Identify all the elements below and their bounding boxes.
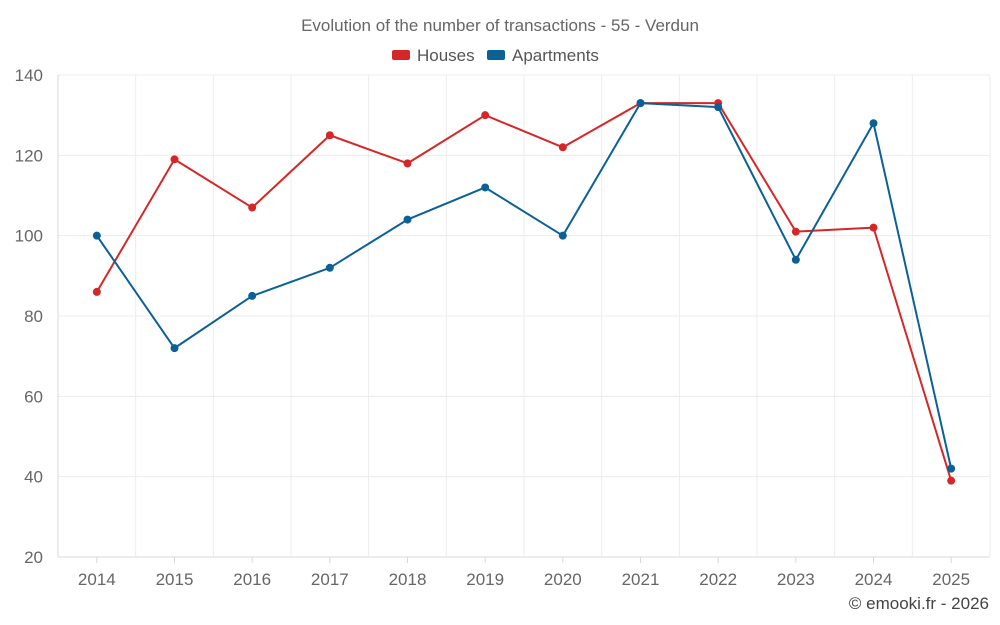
x-tick-label: 2018 bbox=[389, 570, 427, 589]
data-point-houses[interactable] bbox=[248, 203, 257, 212]
data-point-apartments[interactable] bbox=[481, 183, 490, 192]
y-tick-label: 100 bbox=[15, 227, 43, 246]
legend-item-apartments[interactable]: Apartments bbox=[487, 46, 599, 65]
series-apartments bbox=[92, 99, 956, 473]
data-point-apartments[interactable] bbox=[403, 215, 412, 224]
y-tick-label: 20 bbox=[24, 548, 43, 567]
data-point-houses[interactable] bbox=[325, 131, 334, 140]
legend-swatch-houses bbox=[392, 50, 410, 60]
y-tick-label: 120 bbox=[15, 146, 43, 165]
data-point-houses[interactable] bbox=[947, 476, 956, 485]
y-tick-label: 80 bbox=[24, 307, 43, 326]
data-point-apartments[interactable] bbox=[714, 103, 723, 112]
credit-text: © emooki.fr - 2026 bbox=[849, 594, 989, 613]
x-tick-label: 2024 bbox=[855, 570, 893, 589]
data-point-apartments[interactable] bbox=[636, 99, 645, 108]
data-point-apartments[interactable] bbox=[791, 255, 800, 264]
legend-label-houses: Houses bbox=[417, 46, 475, 65]
y-tick-label: 60 bbox=[24, 387, 43, 406]
data-point-apartments[interactable] bbox=[947, 464, 956, 473]
data-point-houses[interactable] bbox=[558, 143, 567, 152]
data-point-houses[interactable] bbox=[92, 287, 101, 296]
data-point-apartments[interactable] bbox=[558, 231, 567, 240]
gridlines bbox=[57, 74, 991, 558]
y-axis: 20 40 60 80 100 120 140 bbox=[15, 66, 43, 567]
data-point-houses[interactable] bbox=[403, 159, 412, 168]
x-tick-label: 2019 bbox=[466, 570, 504, 589]
data-point-apartments[interactable] bbox=[170, 344, 179, 353]
chart-title: Evolution of the number of transactions … bbox=[301, 16, 699, 35]
data-point-apartments[interactable] bbox=[92, 231, 101, 240]
x-tick-label: 2020 bbox=[544, 570, 582, 589]
legend-swatch-apartments bbox=[487, 50, 505, 60]
legend-label-apartments: Apartments bbox=[512, 46, 599, 65]
data-point-houses[interactable] bbox=[170, 155, 179, 164]
x-tick-label: 2015 bbox=[156, 570, 194, 589]
series-line-houses bbox=[95, 102, 953, 481]
y-tick-label: 140 bbox=[15, 66, 43, 85]
x-tick-label: 2017 bbox=[311, 570, 349, 589]
series bbox=[92, 99, 956, 485]
data-point-apartments[interactable] bbox=[869, 119, 878, 128]
x-tick-label: 2025 bbox=[932, 570, 970, 589]
legend-item-houses[interactable]: Houses bbox=[392, 46, 475, 65]
data-point-houses[interactable] bbox=[869, 223, 878, 232]
data-point-houses[interactable] bbox=[791, 227, 800, 236]
data-point-apartments[interactable] bbox=[248, 291, 257, 300]
x-tick-label: 2021 bbox=[622, 570, 660, 589]
x-tick-label: 2014 bbox=[78, 570, 116, 589]
x-tick-label: 2023 bbox=[777, 570, 815, 589]
legend: Houses Apartments bbox=[392, 46, 599, 65]
series-line-apartments bbox=[96, 102, 953, 469]
x-axis: 2014 2015 2016 2017 2018 2019 2020 2021 2022 2023… bbox=[78, 557, 970, 589]
y-tick-label: 40 bbox=[24, 468, 43, 487]
data-point-houses[interactable] bbox=[481, 111, 490, 120]
data-point-apartments[interactable] bbox=[325, 263, 334, 272]
x-tick-label: 2022 bbox=[699, 570, 737, 589]
x-tick-label: 2016 bbox=[233, 570, 271, 589]
